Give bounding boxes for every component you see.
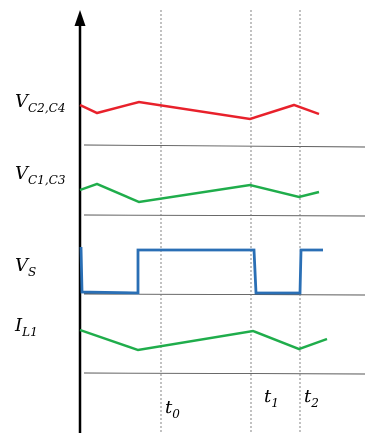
label-t1: t1 — [264, 386, 279, 410]
label-t2: t2 — [304, 386, 319, 410]
axis-arrowhead — [74, 10, 86, 26]
waveform-vc1c3 — [79, 182, 320, 204]
label-t0: t0 — [165, 397, 180, 421]
waveform-vc2c4 — [79, 100, 320, 121]
label-vs: VS — [15, 255, 36, 279]
waveform-vs — [79, 246, 323, 295]
waveform-il1 — [79, 328, 328, 352]
label-vc2c4: VC2,C4 — [15, 91, 65, 115]
baseline-vc2c4 — [83, 144, 365, 148]
label-il1: IL1 — [14, 315, 38, 339]
baseline-vc1c3 — [83, 214, 365, 217]
baseline-il1 — [83, 372, 365, 375]
label-vc1c3: VC1,C3 — [15, 163, 66, 187]
